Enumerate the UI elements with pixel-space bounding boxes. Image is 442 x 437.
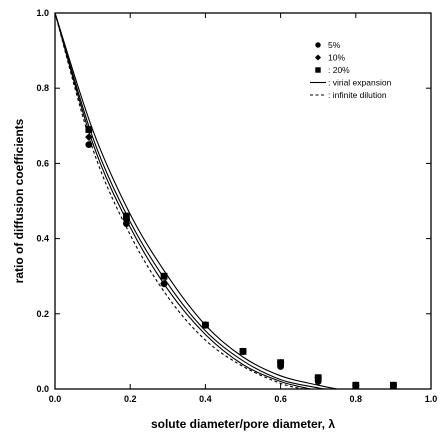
x-tick-label: 0.2 xyxy=(124,394,137,404)
marker-square xyxy=(315,67,321,73)
marker-square xyxy=(314,374,322,382)
virial-expansion-curve xyxy=(54,12,311,390)
legend-label: 5% xyxy=(328,40,341,50)
x-tick-label: 0.0 xyxy=(49,394,62,404)
marker-square xyxy=(277,359,284,367)
y-axis-title: ratio of diffusion coefficients xyxy=(12,118,26,283)
marker-diamond xyxy=(160,279,168,288)
marker-square xyxy=(202,321,209,329)
legend: 5% 10% : 20% : virial expansion : infinite d… xyxy=(310,40,392,100)
marker-diamond xyxy=(85,133,93,141)
legend-label: : infinite dilution xyxy=(328,90,387,100)
x-tick-label: 0.6 xyxy=(274,394,287,404)
model-curves xyxy=(54,12,338,390)
x-tick-label: 0.8 xyxy=(350,394,363,404)
marker-circle xyxy=(315,42,321,48)
y-tick-label: 1.0 xyxy=(36,8,49,18)
axis-ticks: 0.0 0.2 0.4 0.6 0.8 1.0 0.0 0.2 0.4 0.6 0.8 1.0 xyxy=(36,8,437,404)
y-tick-label: 0.2 xyxy=(36,309,49,319)
y-tick-label: 0.0 xyxy=(36,384,49,394)
data-markers xyxy=(85,126,398,390)
y-tick-label: 0.6 xyxy=(36,158,49,168)
legend-label: : 20% xyxy=(328,65,350,75)
x-tick-label: 1.0 xyxy=(425,394,438,404)
marker-square xyxy=(239,348,247,355)
y-tick-label: 0.8 xyxy=(36,83,49,93)
plot-frame xyxy=(54,12,432,390)
marker-square xyxy=(390,381,397,389)
virial-expansion-curve xyxy=(54,12,326,390)
legend-label: : virial expansion xyxy=(328,78,392,88)
legend-label: 10% xyxy=(328,53,345,63)
marker-circle xyxy=(85,141,93,149)
x-axis-title: solute diameter/pore diameter, λ xyxy=(151,417,335,431)
x-tick-label: 0.4 xyxy=(199,394,212,404)
marker-diamond xyxy=(314,54,322,61)
marker-square xyxy=(85,126,93,133)
virial-expansion-curve xyxy=(54,12,338,390)
marker-square xyxy=(160,272,168,280)
infinite-dilution-curve xyxy=(54,12,304,390)
y-tick-label: 0.4 xyxy=(36,234,49,244)
marker-square xyxy=(352,381,360,389)
marker-square xyxy=(123,212,130,220)
